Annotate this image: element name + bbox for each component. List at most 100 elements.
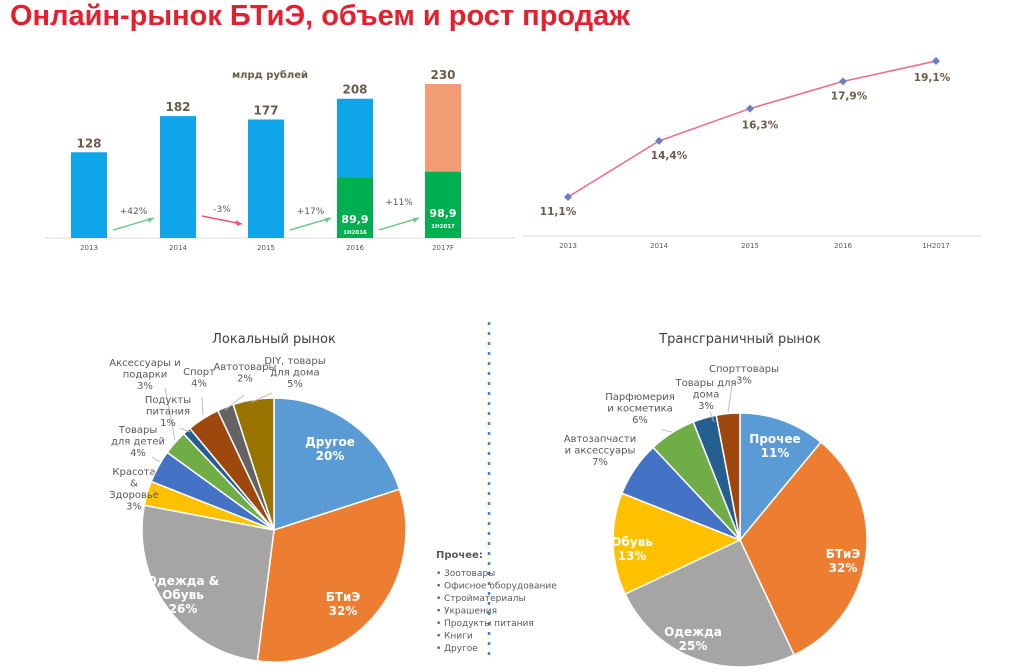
- growth-arrow: [289, 217, 332, 231]
- cross-pie-title: Трансграничный рынок: [658, 332, 821, 347]
- pie-label: Красота: [112, 467, 155, 478]
- pie-label: &: [130, 479, 138, 490]
- note-item: Другое: [444, 644, 478, 654]
- local-pie-title: Локальный рынок: [212, 332, 336, 347]
- pie-percent: 5%: [287, 379, 303, 390]
- growth-label: +11%: [385, 198, 413, 208]
- bar-half-2017F: [425, 171, 461, 238]
- pie-label: Прочее: [749, 432, 800, 446]
- pie-label: Аксессуары и: [109, 358, 181, 369]
- leader-line: [709, 411, 715, 423]
- pie-slice: [612, 492, 742, 596]
- bar-2015: [248, 119, 284, 238]
- pie-slice: [624, 539, 796, 668]
- note-bullet: •: [436, 582, 441, 592]
- bar-chart-title: млрд рублей: [232, 69, 308, 81]
- leader-line: [727, 385, 733, 413]
- note-bullet: •: [436, 644, 441, 654]
- growth-arrow: [378, 217, 420, 231]
- pie-percent: 13%: [618, 549, 647, 563]
- pie-percent: 3%: [137, 381, 153, 392]
- leader-line: [201, 396, 204, 416]
- line-marker: [932, 57, 940, 65]
- line-x-tick: 2014: [650, 242, 668, 250]
- pie-label: Обувь: [611, 535, 653, 549]
- pie-label: Другое: [305, 435, 355, 449]
- pie-label: Парфюмерия: [605, 392, 675, 403]
- pie-percent: 1%: [160, 418, 176, 429]
- growth-arrow: [112, 217, 155, 231]
- line-marker: [655, 136, 663, 145]
- pie-label: Автозапчасти: [564, 434, 637, 445]
- pie-slice: [273, 397, 401, 532]
- leader-line: [179, 427, 191, 433]
- pie-label: и косметика: [607, 404, 673, 415]
- pie-label: DIY, товары: [264, 356, 325, 367]
- pie-percent: 2%: [237, 374, 253, 385]
- pie-percent: 11%: [761, 446, 790, 460]
- pie-slice: [739, 441, 868, 656]
- pie-label: для дома: [270, 368, 319, 379]
- line-value-label: 11,1%: [540, 206, 577, 218]
- pie-percent: 32%: [329, 604, 358, 618]
- pie-label: дома: [693, 390, 720, 401]
- growth-label: +17%: [297, 207, 325, 217]
- bar-chart: млрд рублей 128 2013 182 2014 177 2015 89,9 1H2…: [45, 68, 515, 252]
- note-item: Продукты питания: [444, 619, 534, 629]
- pie-percent: 26%: [169, 602, 198, 616]
- leader-line: [164, 387, 176, 441]
- line-value-label: 19,1%: [914, 72, 951, 84]
- pie-label: Одежда: [664, 625, 722, 639]
- line-value-label: 14,4%: [651, 150, 688, 162]
- pie-label: Товары для: [675, 378, 737, 389]
- arrow-head: [148, 218, 154, 223]
- line-marker: [564, 193, 572, 201]
- pie-percent: 3%: [736, 376, 752, 387]
- arrow-head: [413, 218, 419, 223]
- pie-slice: [739, 412, 823, 543]
- line-marker: [746, 104, 754, 113]
- arrow-head: [236, 220, 242, 226]
- pie-percent: 4%: [191, 379, 207, 390]
- bar-value-label: 208: [342, 83, 367, 97]
- leader-line: [224, 394, 245, 411]
- pie-label: Здоровье: [109, 490, 159, 501]
- pie-label: БТиЭ: [326, 590, 361, 604]
- pie-percent: 25%: [679, 639, 708, 653]
- bar-x-tick: 2016: [346, 244, 364, 252]
- bar-x-tick: 2014: [169, 244, 187, 252]
- pie-percent: 20%: [316, 449, 345, 463]
- bar-2014: [160, 116, 196, 238]
- line-value-label: 17,9%: [831, 90, 868, 102]
- pie-percent: 3%: [126, 502, 142, 513]
- line-chart: 11,1% 2013 14,4% 2014 16,3% 2015 17,9% 2016 19,1…: [522, 57, 982, 250]
- pie-slice: [141, 504, 275, 662]
- bar-x-tick: 2013: [80, 244, 98, 252]
- growth-arrow: [201, 215, 243, 225]
- half-period-label: 1H2016: [343, 230, 367, 236]
- pie-label: Обувь: [162, 588, 204, 602]
- note-item: Украшения: [444, 607, 497, 617]
- pie-percent: 3%: [698, 401, 714, 412]
- pie-label: Автотовары: [214, 362, 277, 373]
- bar-half-2016: [337, 177, 373, 238]
- leader-line: [151, 456, 161, 463]
- pie-label: Спорт: [183, 367, 215, 378]
- pie-slice: [256, 488, 407, 663]
- pie-label: БТиЭ: [826, 547, 861, 561]
- growth-label: -3%: [213, 205, 231, 215]
- pie-slice: [232, 397, 275, 531]
- pie-label: для детей: [111, 437, 165, 448]
- note-bullet: •: [436, 619, 441, 629]
- page-title: Онлайн-рынок БТиЭ, объем и рост продаж: [10, 0, 630, 32]
- bar-2013: [71, 152, 107, 238]
- bar-x-tick: 2017F: [432, 244, 454, 252]
- note-item: Офисное оборудование: [444, 582, 557, 592]
- note-item: Книги: [444, 632, 473, 642]
- bar-x-tick: 2015: [257, 244, 275, 252]
- note-title: Прочее:: [436, 550, 483, 561]
- pie-percent: 7%: [592, 457, 608, 468]
- leader-line: [251, 392, 273, 403]
